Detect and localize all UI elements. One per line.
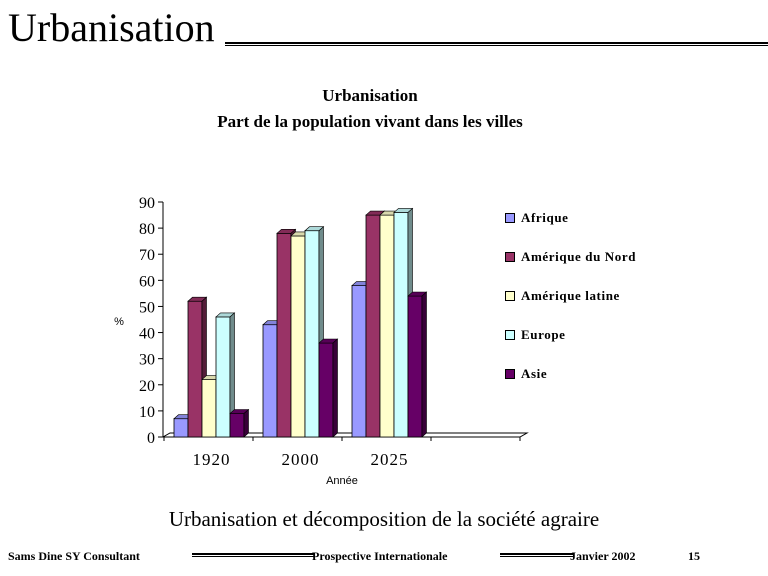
x-axis-label: Année (326, 475, 358, 487)
y-tick-label: 70 (139, 247, 155, 264)
bar-side (421, 291, 427, 438)
slide-title: Urbanisation (8, 5, 215, 50)
bar-front (407, 295, 423, 438)
y-tick-label: 50 (139, 299, 155, 316)
bar-front (262, 324, 278, 438)
legend-label: Europe (521, 327, 566, 342)
legend-swatch (505, 252, 515, 262)
legend-item: Europe (505, 327, 566, 343)
y-axis-label: % (114, 316, 124, 328)
legend-item: Amérique du Nord (505, 249, 636, 265)
bar-front (215, 316, 231, 438)
legend-label: Amérique latine (521, 288, 620, 303)
bar-front (290, 235, 306, 438)
chart-subtitle: Part de la population vivant dans les vi… (217, 112, 523, 131)
chart-title: Urbanisation (322, 86, 418, 105)
legend-label: Afrique (521, 210, 569, 225)
x-tick-label: 1920 (193, 450, 231, 469)
legend-label: Asie (521, 366, 548, 381)
legend-swatch (505, 213, 515, 223)
legend-swatch (505, 330, 515, 340)
footer-author: Sams Dine SY Consultant (8, 549, 140, 563)
y-tick-label: 60 (139, 273, 155, 290)
bar-front (304, 230, 320, 438)
legend-item: Asie (505, 366, 547, 382)
footer-center: Prospective Internationale (312, 549, 448, 563)
footer-rule-right (500, 553, 574, 557)
bar-front (201, 379, 217, 438)
x-tick-label: 2025 (371, 450, 409, 469)
bar-front (173, 418, 189, 438)
legend-swatch (505, 291, 515, 301)
y-tick-label: 90 (139, 195, 155, 212)
legend-swatch (505, 369, 515, 379)
y-tick-label: 40 (139, 326, 155, 343)
footer-date: Janvier 2002 (570, 549, 636, 563)
bar-front (393, 212, 409, 438)
y-tick-label: 80 (139, 221, 155, 238)
footer-page-number: 15 (688, 549, 700, 563)
title-underline (225, 42, 768, 46)
bar-front (351, 285, 367, 438)
legend-item: Afrique (505, 210, 569, 226)
y-tick-label: 20 (139, 378, 155, 395)
y-tick-label: 0 (147, 430, 155, 447)
bar-front (229, 413, 245, 438)
slide-caption: Urbanisation et décomposition de la soci… (168, 507, 600, 531)
bar-front (276, 232, 292, 438)
x-tick-label: 2000 (282, 450, 320, 469)
legend-item: Amérique latine (505, 288, 620, 304)
y-tick-label: 30 (139, 352, 155, 369)
legend-label: Amérique du Nord (521, 249, 637, 264)
bar-front (365, 214, 381, 438)
bar-front (187, 300, 203, 438)
bar-front (318, 342, 334, 438)
y-tick-label: 10 (139, 404, 155, 421)
bar-front (379, 214, 395, 438)
footer-rule-left (192, 553, 314, 557)
bar-side (332, 338, 338, 438)
bar-side (243, 408, 249, 438)
